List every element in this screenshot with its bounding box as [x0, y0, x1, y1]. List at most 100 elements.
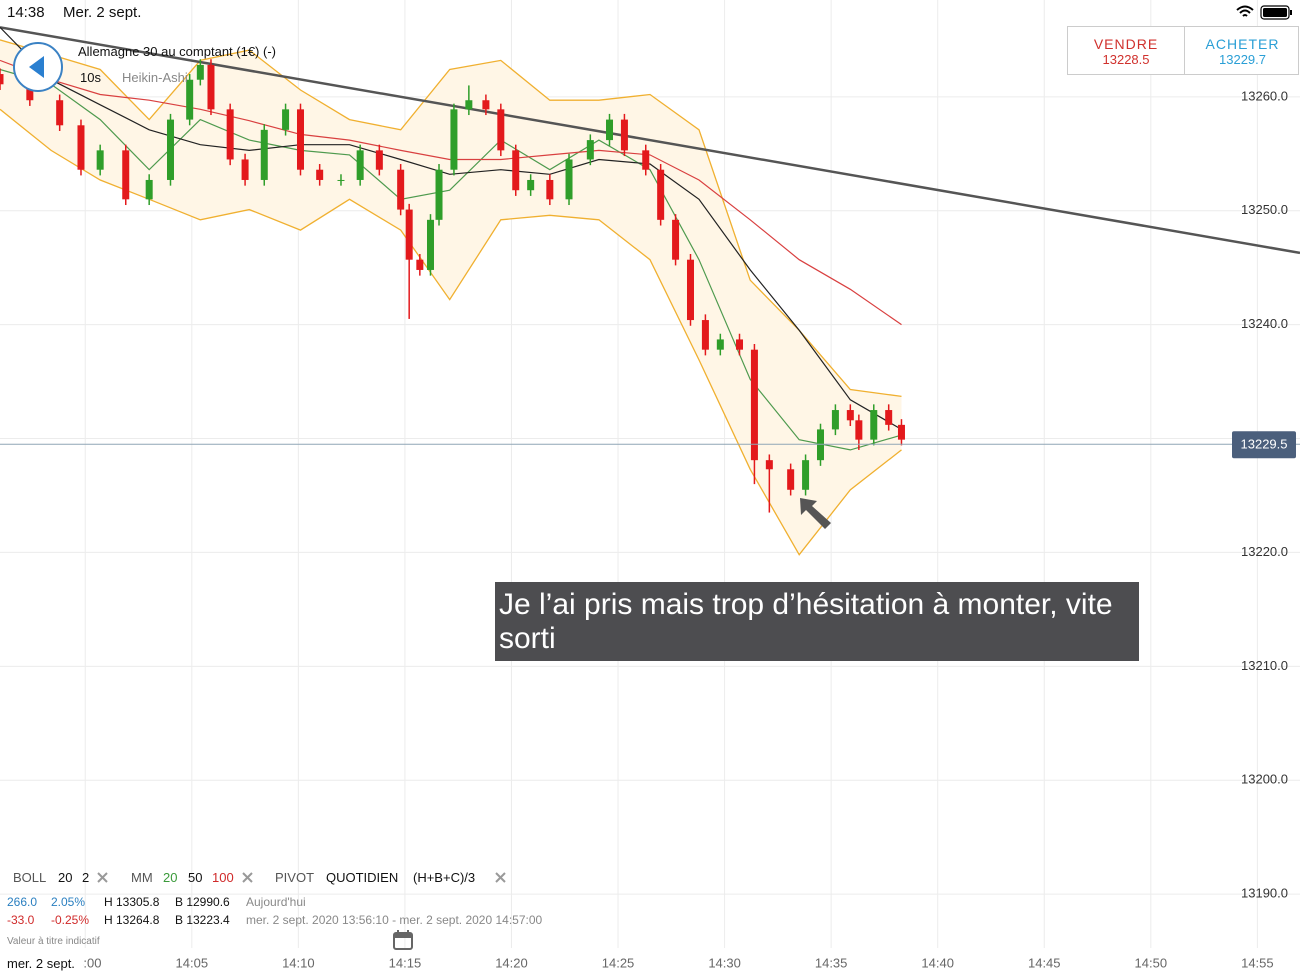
x-tick-label: 14:35: [815, 955, 848, 970]
candle-body: [196, 64, 204, 80]
change: 266.0: [7, 895, 38, 909]
candle-body: [546, 179, 554, 200]
candle-body: [657, 169, 665, 220]
day-change: -33.0: [7, 913, 35, 927]
candle-body: [787, 469, 795, 490]
candle-body: [122, 150, 130, 200]
pivot-label[interactable]: PIVOT: [275, 870, 315, 885]
range: mer. 2 sept. 2020 13:56:10 - mer. 2 sept…: [246, 913, 543, 927]
candle-body: [77, 125, 85, 170]
boll-label[interactable]: BOLL: [13, 870, 47, 885]
candle-body: [186, 79, 194, 120]
candle-body: [765, 460, 773, 470]
x-tick-label: 14:25: [602, 955, 635, 970]
candle-body: [226, 109, 234, 160]
candle-body: [565, 159, 573, 200]
candle-body: [375, 150, 383, 170]
y-tick-label: 13220.0: [1241, 544, 1288, 559]
buy-price: 13229.7: [1219, 52, 1266, 67]
mm-param: 100: [212, 870, 234, 885]
moving-average: [0, 59, 902, 326]
candle-body: [701, 320, 709, 350]
change-pct: 2.05%: [51, 895, 86, 909]
calendar-icon[interactable]: [392, 929, 414, 951]
candle-body: [885, 410, 893, 425]
y-tick-label: 13260.0: [1241, 88, 1288, 103]
candle-body: [897, 424, 905, 440]
candle-body: [465, 100, 473, 110]
candle-body: [686, 259, 694, 321]
x-tick-label: 14:30: [708, 955, 741, 970]
candle-body: [166, 119, 174, 180]
date-label: mer. 2 sept.: [0, 955, 83, 973]
candle-body: [282, 109, 290, 130]
mm-param: 20: [163, 870, 178, 885]
x-tick-label: 14:20: [495, 955, 528, 970]
candle-body: [672, 219, 680, 260]
candle-body: [260, 129, 268, 180]
candle-body: [26, 84, 34, 101]
boll-param: 2: [82, 870, 90, 885]
candle-body: [0, 74, 4, 85]
candle-body: [816, 429, 824, 461]
sell-button[interactable]: VENDRE 13228.5: [1068, 27, 1184, 74]
candle-body: [356, 150, 364, 180]
candle-body: [586, 140, 594, 160]
trade-panel: VENDRE 13228.5 ACHETER 13229.7: [1067, 26, 1299, 75]
x-tick-label: 14:15: [389, 955, 422, 970]
y-tick-label: 13210.0: [1241, 658, 1288, 673]
candle-body: [802, 460, 810, 490]
candle-body: [426, 219, 434, 270]
candle-body: [316, 169, 324, 180]
sell-price: 13228.5: [1102, 52, 1150, 67]
candle-body: [736, 339, 744, 350]
candle-body: [870, 410, 878, 440]
candle-body: [96, 150, 104, 170]
candle-body: [831, 410, 839, 430]
candle-body: [482, 100, 490, 110]
candle-body: [855, 420, 863, 440]
candle-body: [416, 259, 424, 270]
x-tick-label: 14:40: [921, 955, 954, 970]
candle-body: [405, 209, 413, 260]
buy-button[interactable]: ACHETER 13229.7: [1184, 27, 1300, 74]
annotation: Je l’ai pris mais trop d’hésitation à mo…: [495, 582, 1139, 661]
sell-label: VENDRE: [1093, 36, 1159, 52]
candle-body: [397, 169, 405, 210]
candle-body: [450, 109, 458, 170]
pivot-param: (H+B+C)/3: [413, 870, 476, 885]
candle-body: [642, 150, 650, 170]
footer-note: Valeur à titre indicatif: [7, 936, 100, 947]
candle-body: [512, 150, 520, 191]
candle-body: [846, 410, 854, 421]
arrow-icon: [800, 498, 831, 529]
day-high: H 13264.8: [104, 913, 160, 927]
period: Aujourd'hui: [246, 895, 306, 909]
interval[interactable]: 10s: [80, 70, 101, 85]
x-tick-label: 14:55: [1241, 955, 1274, 970]
high: H 13305.8: [104, 895, 160, 909]
x-tick-label: 14:50: [1135, 955, 1168, 970]
y-tick-label: 13190.0: [1241, 886, 1288, 901]
candle-body: [497, 109, 505, 151]
candle-body: [296, 109, 304, 170]
candle-body: [241, 159, 249, 180]
status-date: Mer. 2 sept.: [63, 4, 142, 21]
low: B 12990.6: [175, 895, 230, 909]
last-price-box: [1232, 431, 1296, 459]
boll-param: 20: [58, 870, 73, 885]
y-tick-label: 13200.0: [1241, 772, 1288, 787]
buy-label: ACHETER: [1205, 36, 1280, 52]
moving-average: [0, 26, 902, 430]
chart-style[interactable]: Heikin-Ashi: [122, 70, 188, 85]
x-tick-label: 14:10: [282, 955, 315, 970]
back-button[interactable]: [11, 40, 65, 94]
candle-body: [716, 339, 724, 350]
last-price-label: 13229.5: [1241, 437, 1288, 452]
y-tick-label: 13250.0: [1241, 202, 1288, 217]
mm-label[interactable]: MM: [131, 870, 153, 885]
remove-icons: [97, 872, 506, 883]
day-change-pct: -0.25%: [51, 913, 90, 927]
